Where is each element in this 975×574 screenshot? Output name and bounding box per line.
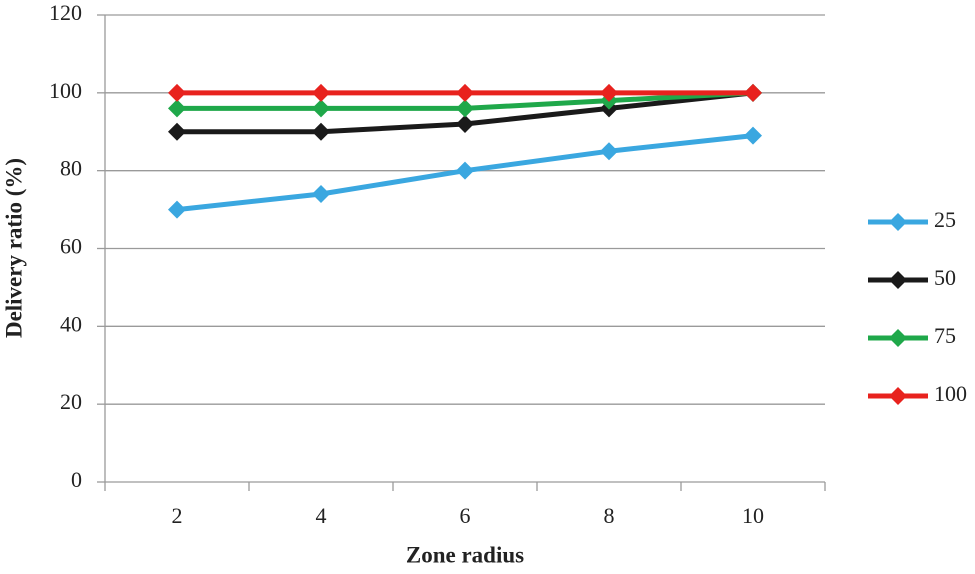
data-point (312, 83, 330, 102)
legend-label: 75 (934, 323, 956, 348)
x-axis-label: Zone radius (406, 542, 524, 567)
data-point (600, 83, 618, 102)
x-tick-label: 10 (742, 503, 764, 528)
data-point (312, 122, 330, 141)
y-tick-label: 40 (60, 311, 82, 336)
data-point (744, 83, 762, 102)
data-point (168, 83, 186, 102)
x-tick-label: 2 (172, 503, 183, 528)
data-point (456, 83, 474, 102)
y-tick-label: 0 (71, 467, 82, 492)
y-tick-label: 100 (49, 78, 82, 103)
x-tick-label: 6 (460, 503, 471, 528)
data-point (168, 122, 186, 141)
data-point (312, 185, 330, 204)
legend-marker (889, 329, 907, 347)
data-point (312, 99, 330, 118)
y-tick-label: 60 (60, 234, 82, 259)
legend-marker (889, 387, 907, 405)
data-point (456, 161, 474, 180)
data-point (600, 142, 618, 161)
data-point (168, 200, 186, 219)
y-axis-label: Delivery ratio (%) (1, 158, 26, 338)
data-point (456, 114, 474, 133)
data-point (168, 99, 186, 118)
legend-label: 100 (934, 381, 967, 406)
legend-label: 25 (934, 207, 956, 232)
y-tick-label: 80 (60, 156, 82, 181)
x-tick-label: 8 (604, 503, 615, 528)
x-tick-label: 4 (316, 503, 327, 528)
y-tick-label: 120 (49, 0, 82, 25)
legend-marker (889, 271, 907, 289)
data-point (456, 99, 474, 118)
data-point (744, 126, 762, 145)
y-tick-label: 20 (60, 389, 82, 414)
legend-marker (889, 213, 907, 231)
legend-label: 50 (934, 265, 956, 290)
